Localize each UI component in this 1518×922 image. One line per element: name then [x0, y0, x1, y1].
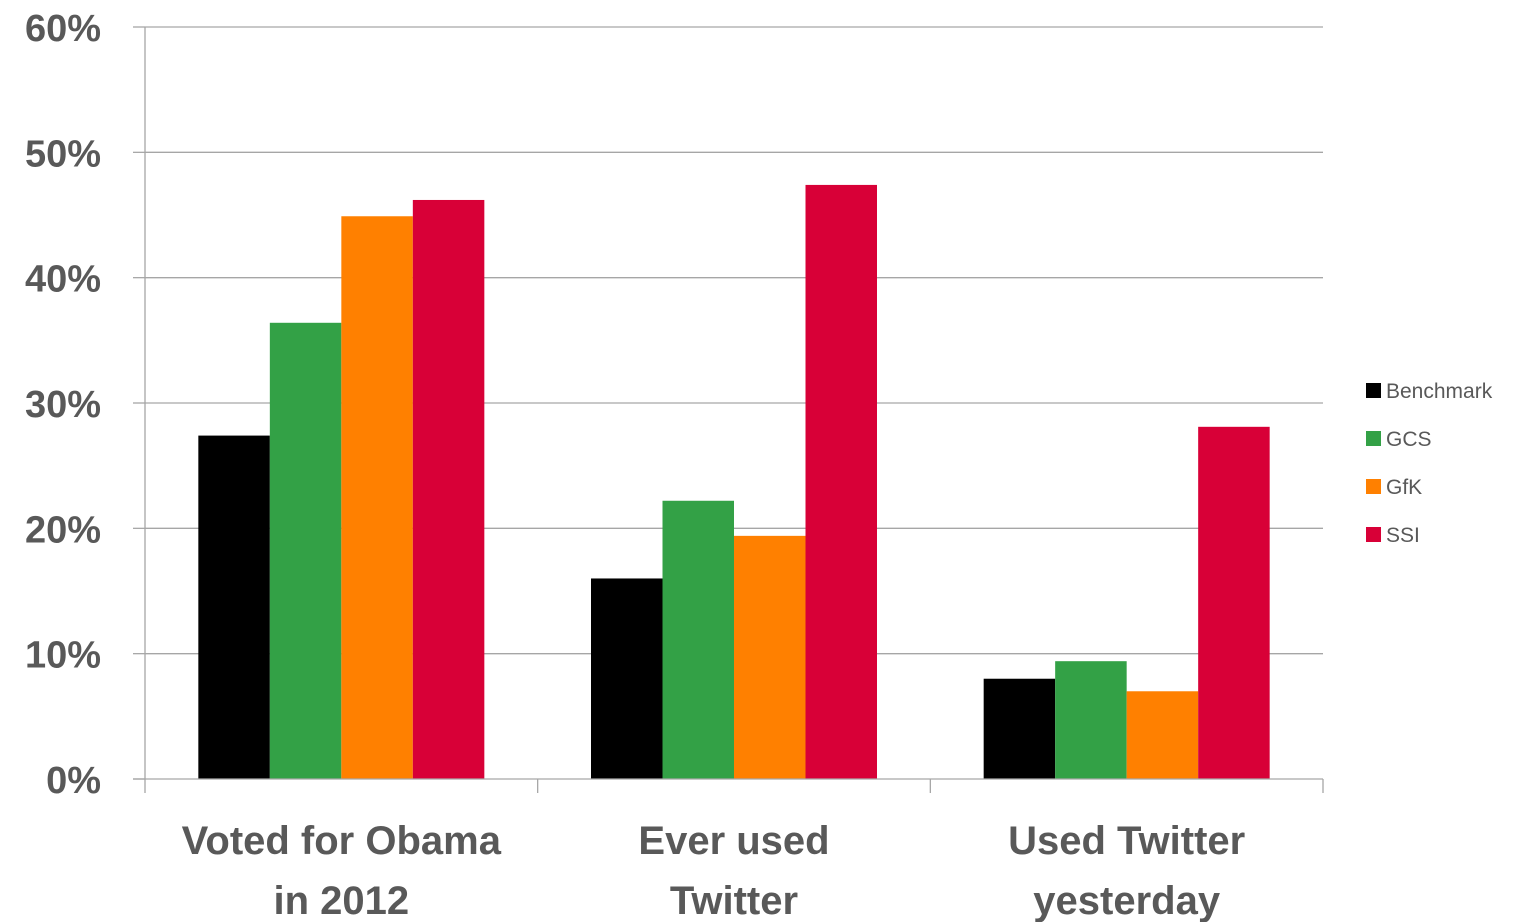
- y-axis-ticks: 0% 10% 20% 30% 40% 50% 60%: [25, 8, 101, 802]
- legend-label-ssi: SSI: [1386, 524, 1420, 547]
- bar-ssi: [412, 199, 485, 779]
- x-category-label: yesterday: [1033, 879, 1221, 922]
- bar-gfk: [341, 216, 413, 780]
- x-category-label: Voted for Obama: [182, 819, 502, 863]
- y-tick-label: 20%: [25, 509, 101, 551]
- y-tick-label: 10%: [25, 635, 101, 677]
- legend-swatch-benchmark: [1366, 383, 1381, 398]
- axes: [133, 26, 1324, 793]
- y-tick-label: 30%: [25, 384, 101, 426]
- bar-ssi: [805, 184, 877, 780]
- legend-swatch-gcs: [1366, 431, 1381, 446]
- bar-benchmark: [198, 435, 270, 779]
- y-tick-label: 60%: [25, 8, 101, 50]
- bar-gfk: [734, 535, 806, 779]
- legend-swatch-gfk: [1366, 479, 1381, 494]
- legend: Benchmark GCS GfK SSI: [1366, 380, 1493, 547]
- bar-gfk: [1126, 691, 1199, 779]
- x-category-label: in 2012: [274, 879, 410, 922]
- x-axis-category-labels: Voted for Obama in 2012 Ever used Twitter Us…: [182, 819, 1246, 922]
- x-category-label: Ever used: [638, 819, 829, 863]
- bar-gcs: [1055, 661, 1127, 779]
- legend-swatch-ssi: [1366, 527, 1381, 542]
- bar-gcs: [662, 500, 734, 779]
- bar-benchmark: [591, 578, 663, 779]
- bar-gcs: [269, 322, 342, 779]
- bar-benchmark: [983, 678, 1056, 779]
- bar-ssi: [1198, 426, 1270, 779]
- bars: [198, 184, 1270, 780]
- x-category-label: Used Twitter: [1008, 819, 1245, 863]
- legend-label-gcs: GCS: [1386, 428, 1432, 451]
- y-tick-label: 40%: [25, 259, 101, 301]
- x-category-label: Twitter: [670, 879, 798, 922]
- y-tick-label: 0%: [46, 760, 101, 802]
- legend-label-gfk: GfK: [1386, 476, 1422, 499]
- y-tick-label: 50%: [25, 133, 101, 175]
- legend-label-benchmark: Benchmark: [1386, 380, 1493, 403]
